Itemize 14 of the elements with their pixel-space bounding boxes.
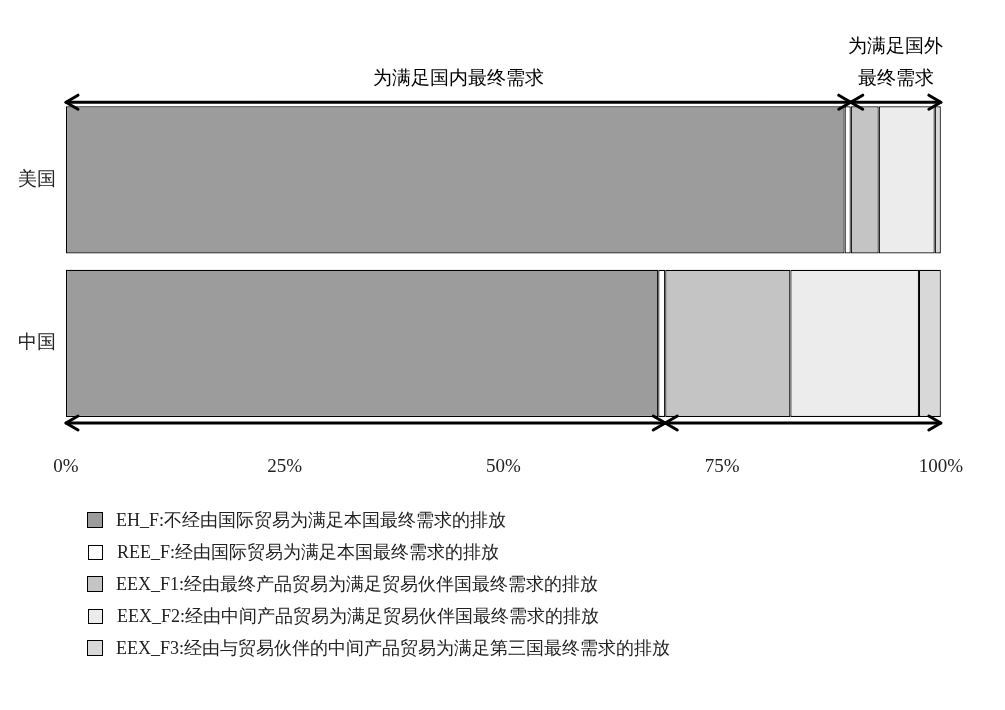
text: 为满足国外最终需求 bbox=[848, 34, 944, 88]
legend-label: EEX_F2:经由中间产品贸易为满足贸易伙伴国最终需求的排放 bbox=[117, 605, 600, 628]
x-tick-label: 0% bbox=[53, 454, 79, 476]
x-tick-label: 100% bbox=[918, 454, 964, 476]
legend-label: EH_F:不经由国际贸易为满足本国最终需求的排放 bbox=[116, 509, 507, 532]
x-tick-label: 50% bbox=[486, 454, 521, 476]
legend-label: EEX_F1:经由最终产品贸易为满足贸易伙伴国最终需求的排放 bbox=[116, 573, 599, 596]
x-tick-label: 25% bbox=[267, 454, 303, 476]
legend-label: EEX_F3:经由与贸易伙伴的中间产品贸易为满足第三国最终需求的排放 bbox=[116, 637, 671, 660]
x-tick-label: 75% bbox=[704, 454, 740, 476]
text: 为满足国内最终需求 bbox=[372, 66, 544, 88]
legend-label: REE_F:经由国际贸易为满足本国最终需求的排放 bbox=[117, 541, 500, 564]
y-tick-label: 中国 bbox=[18, 331, 56, 353]
y-tick-label: 美国 bbox=[18, 167, 56, 189]
